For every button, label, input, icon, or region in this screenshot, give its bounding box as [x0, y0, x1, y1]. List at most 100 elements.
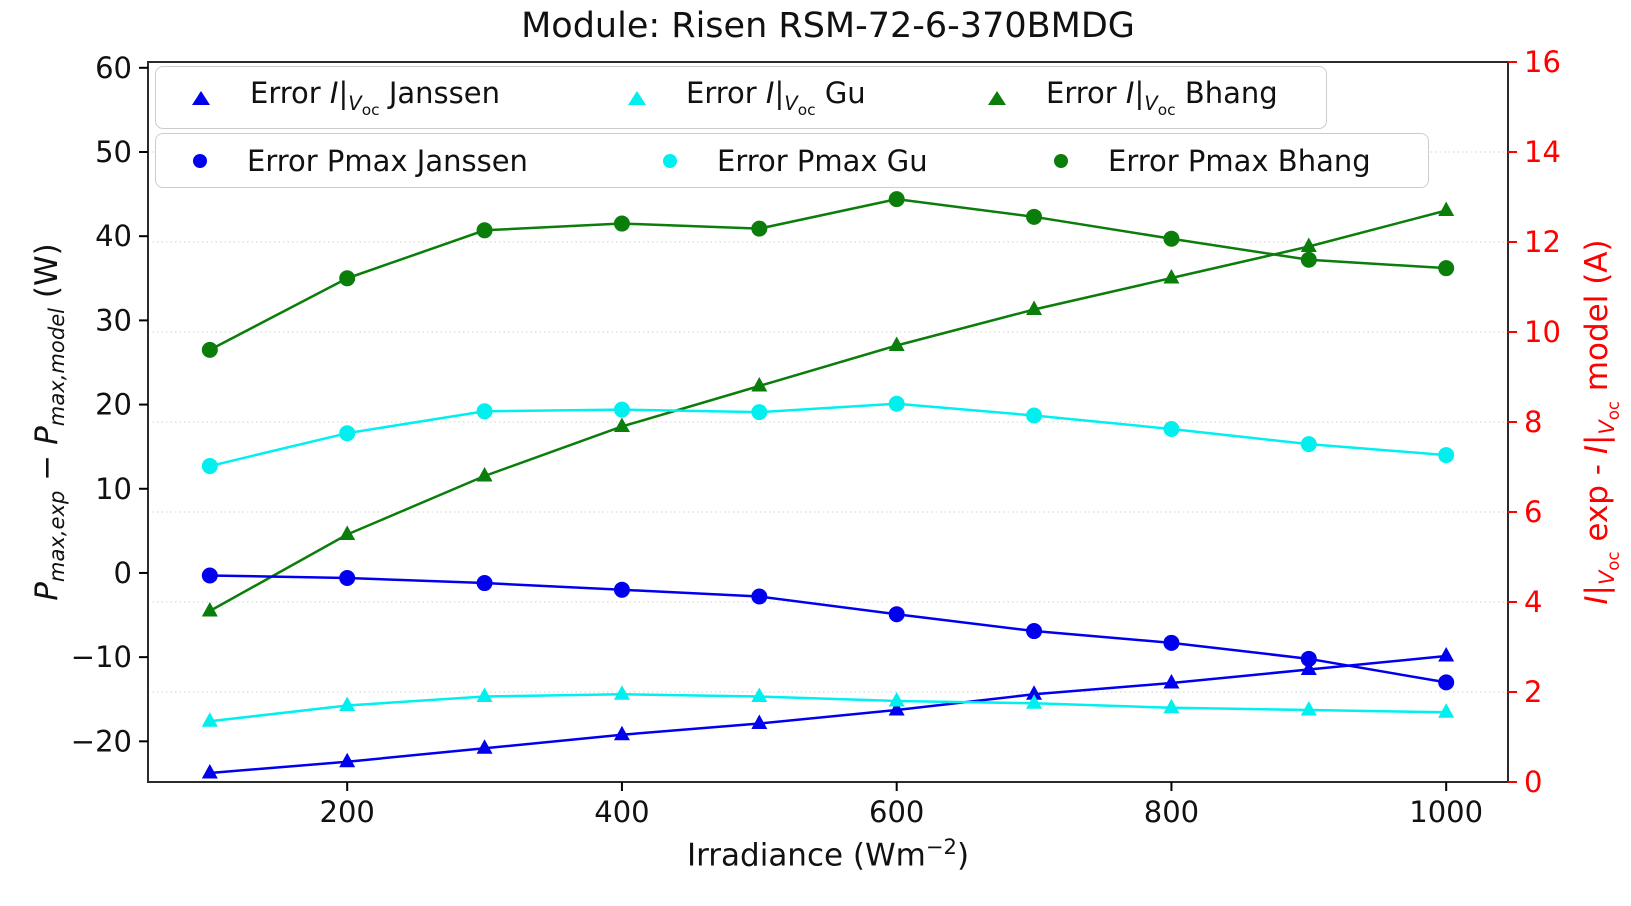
data-point [476, 403, 493, 420]
data-point [1163, 420, 1180, 437]
data-point [1300, 650, 1317, 667]
x-tick-label: 1000 [1409, 795, 1483, 829]
data-point [1163, 674, 1180, 689]
data-point [1163, 269, 1180, 284]
left-tick-label: 50 [95, 135, 132, 169]
data-point [201, 458, 218, 475]
triangle-marker-icon [628, 90, 646, 105]
triangle-marker-icon [192, 90, 210, 105]
data-point [201, 341, 218, 358]
right-tick-label: 10 [1524, 315, 1561, 349]
circle-marker-icon [193, 153, 207, 168]
left-tick-label: 10 [95, 472, 132, 506]
series-error-pmax-gu [201, 395, 1455, 475]
right-tick-label: 16 [1524, 45, 1561, 79]
data-point [1438, 447, 1455, 464]
data-point [1026, 208, 1043, 225]
data-point [1438, 647, 1455, 662]
x-tick-label: 400 [594, 795, 649, 829]
data-point [751, 588, 768, 605]
left-tick-label: 60 [95, 51, 132, 85]
series-error-i-voc-gu [201, 685, 1455, 727]
circle-marker-icon [663, 153, 677, 168]
data-point [1438, 201, 1455, 216]
left-tick-label: −20 [71, 724, 132, 758]
data-point [613, 581, 630, 598]
triangle-marker-icon [988, 90, 1006, 105]
x-tick-label: 600 [869, 795, 924, 829]
data-point [751, 404, 768, 421]
left-tick-label: 30 [95, 303, 132, 337]
data-point [1300, 660, 1317, 675]
x-axis-label: Irradiance (Wm−2) [686, 834, 970, 874]
data-point [888, 692, 905, 707]
data-point [339, 752, 356, 768]
data-point [751, 220, 768, 237]
right-tick-label: 14 [1524, 135, 1561, 169]
series-error-pmax-janssen [201, 567, 1455, 691]
data-point [339, 570, 356, 587]
series-error-i-voc-bhang [201, 201, 1455, 617]
legend-item-ivoc-janssen: Error I|Voc Janssen [192, 67, 500, 128]
data-point [476, 222, 493, 239]
x-tick-label: 800 [1144, 795, 1199, 829]
left-tick-label: −10 [71, 640, 132, 674]
data-point [1026, 694, 1043, 709]
data-point [751, 377, 768, 392]
series-error-pmax-bhang [201, 191, 1455, 358]
data-point [1163, 634, 1180, 651]
data-point [888, 191, 905, 208]
legend-item-pmax-janssen: Error Pmax Janssen [193, 134, 528, 187]
x-tick-label: 200 [320, 795, 375, 829]
right-tick-label: 4 [1524, 585, 1542, 619]
data-point [339, 525, 356, 540]
data-point [201, 602, 218, 617]
right-tick-label: 8 [1524, 405, 1542, 439]
data-point [751, 714, 768, 729]
legend-box-ivoc: Error I|Voc Janssen Error I|Voc Gu Error… [155, 66, 1327, 129]
right-tick-label: 2 [1524, 675, 1542, 709]
right-tick-label: 12 [1524, 225, 1561, 259]
data-point [751, 687, 768, 702]
data-point [613, 215, 630, 232]
data-point [1163, 698, 1180, 714]
data-point [888, 395, 905, 412]
data-point [613, 725, 630, 741]
data-point [476, 739, 493, 754]
left-tick-label: 40 [95, 219, 132, 253]
data-point [1300, 701, 1317, 716]
data-point [476, 575, 493, 592]
legend-box-pmax: Error Pmax Janssen Error Pmax Gu Error P… [155, 133, 1429, 188]
data-point [339, 425, 356, 442]
data-point [888, 701, 905, 716]
data-point [476, 467, 493, 482]
left-y-axis-label: Pmax,exp − Pmax,model (W) [29, 243, 70, 601]
legend-item-ivoc-gu: Error I|Voc Gu [628, 67, 866, 128]
gridlines [148, 151, 1508, 693]
legend-item-pmax-bhang: Error Pmax Bhang [1054, 134, 1371, 187]
data-point [1300, 251, 1317, 268]
right-axis-ticks: 16 14 12 10 8 6 4 2 0 [1508, 45, 1561, 799]
data-point [888, 336, 905, 351]
data-point [1026, 623, 1043, 640]
left-tick-label: 0 [114, 556, 132, 590]
series-error-i-voc-janssen [201, 647, 1455, 779]
data-point [888, 606, 905, 623]
data-point [201, 712, 218, 727]
x-axis-ticks: 200 400 600 800 1000 [320, 782, 1483, 829]
data-point [201, 764, 218, 779]
right-y-axis-label: I|Voc exp - I|Voc model (A) [1579, 239, 1624, 605]
data-point [1300, 436, 1317, 453]
circle-marker-icon [1054, 153, 1068, 168]
chart-title: Module: Risen RSM-72-6-370BMDG [521, 6, 1135, 46]
left-axis-ticks: 60 50 40 30 20 10 0 −10 −20 [71, 51, 148, 758]
left-tick-label: 20 [95, 388, 132, 422]
data-point [1438, 674, 1455, 691]
data-point [1026, 407, 1043, 424]
data-point [613, 685, 630, 700]
right-tick-label: 6 [1524, 495, 1542, 529]
data-point [1438, 260, 1455, 277]
data-point [613, 417, 630, 432]
